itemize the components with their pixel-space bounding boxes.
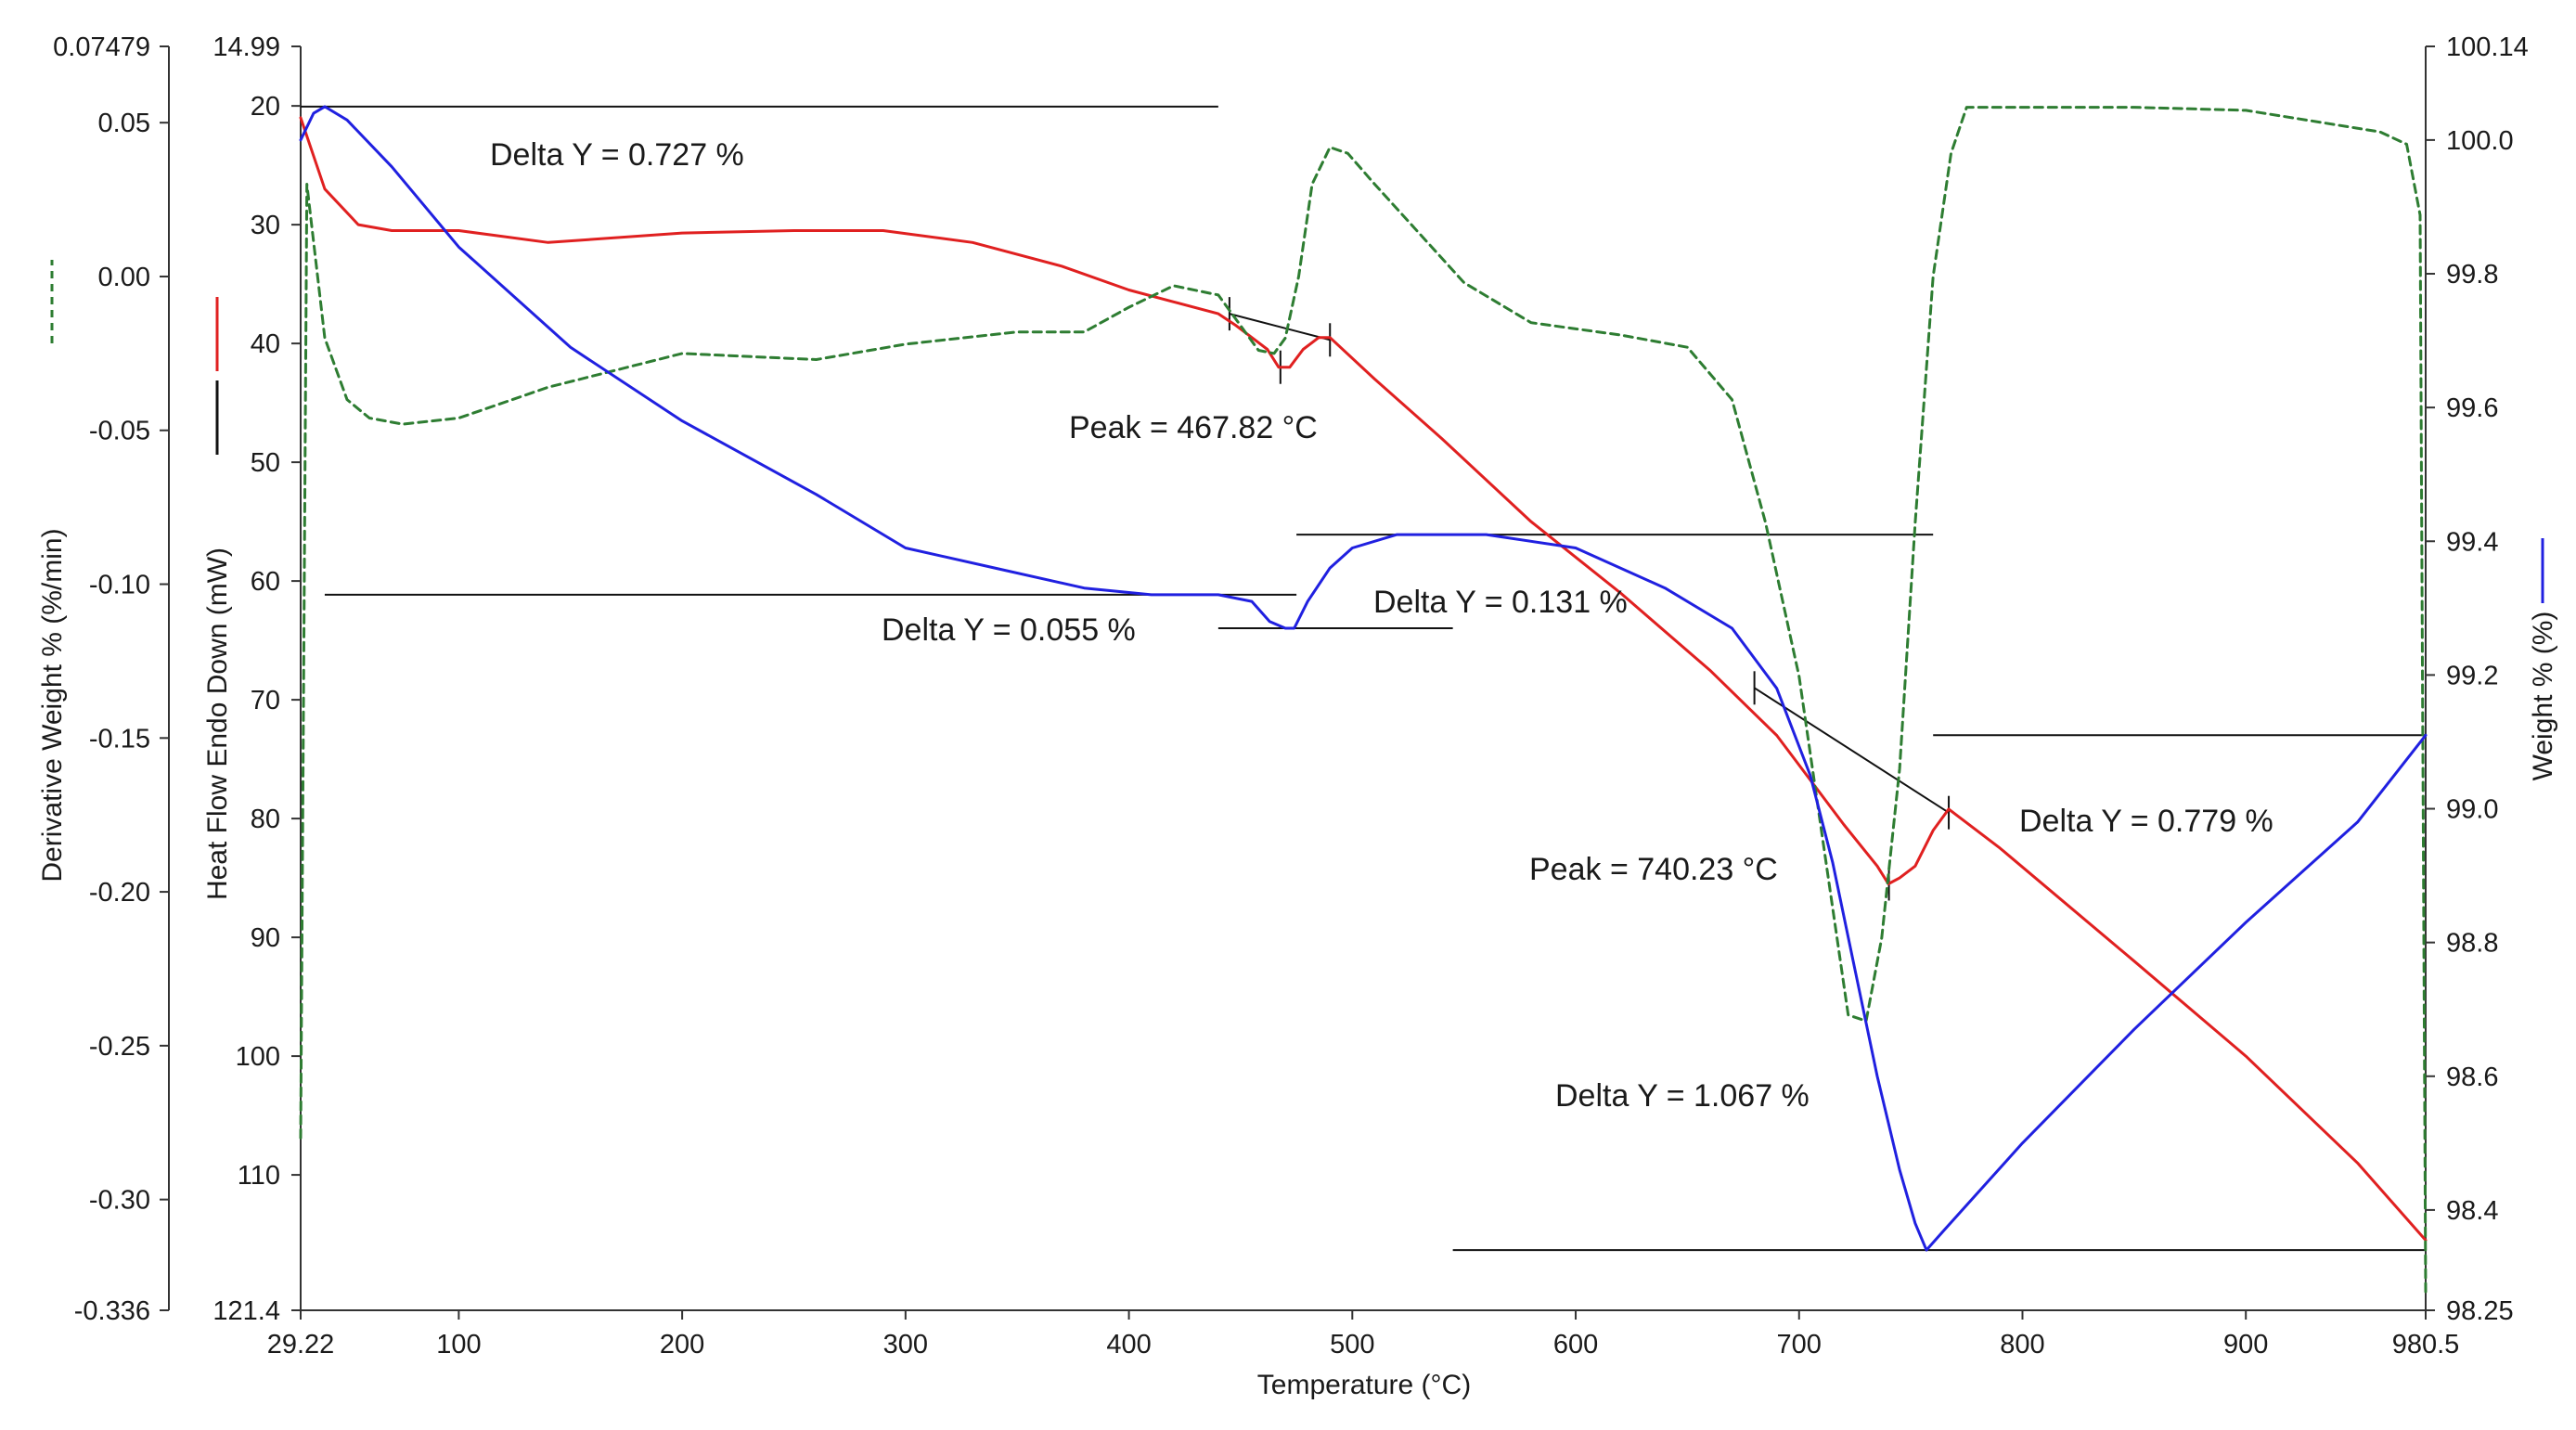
derivative-tick-label: -0.25: [89, 1032, 150, 1062]
x-tick-label: 400: [1106, 1330, 1151, 1359]
heat-flow-tick-label: 110: [238, 1161, 280, 1191]
weight-tick-label: 99.8: [2446, 260, 2498, 290]
annotation-peak-first: Peak = 467.82 °C: [1069, 410, 1318, 445]
heat-flow-tick-label: 40: [251, 329, 280, 359]
derivative-axis-title-group: Derivative Weight % (%/min): [37, 260, 68, 882]
annotation-delta-y-main-loss: Delta Y = 1.067 %: [1555, 1078, 1810, 1114]
annotation-peak-second: Peak = 740.23 °C: [1529, 852, 1778, 887]
derivative-tick-label: 0.05: [98, 109, 150, 138]
annotation-delta-y-final: Delta Y = 0.779 %: [2019, 804, 2273, 839]
derivative-series-line: [299, 106, 2428, 1294]
x-axis-title: Temperature (°C): [1257, 1370, 1471, 1400]
weight-tick-label: 98.25: [2446, 1296, 2514, 1326]
heat-flow-tick-label: 60: [251, 567, 280, 597]
x-tick-label: 200: [660, 1330, 704, 1359]
heat-flow-tick-label: 121.4: [213, 1296, 280, 1326]
derivative-tick-label: 0.07479: [53, 32, 150, 62]
annotation-delta-y-initial: Delta Y = 0.727 %: [490, 137, 744, 173]
annotation-delta-y-rise: Delta Y = 0.131 %: [1373, 585, 1628, 620]
annotation-delta-y-first-step: Delta Y = 0.055 %: [882, 612, 1136, 648]
reference-lines-layer: [301, 105, 2426, 1252]
weight-tick-label: 99.4: [2446, 527, 2498, 557]
series-layer: [299, 105, 2428, 1294]
heat-flow-tick-label: 80: [251, 805, 280, 834]
weight-tick-label: 100.14: [2446, 32, 2529, 62]
derivative-tick-label: -0.15: [89, 724, 150, 754]
x-tick-label: 500: [1330, 1330, 1374, 1359]
derivative-axis-title: Derivative Weight % (%/min): [37, 528, 68, 882]
x-tick-label: 300: [883, 1330, 928, 1359]
derivative-tick-label: -0.20: [89, 878, 150, 908]
weight-tick-label: 98.8: [2446, 929, 2498, 959]
weight-tick-label: 98.4: [2446, 1196, 2498, 1226]
derivative-tick-label: -0.05: [89, 417, 150, 446]
peak-baseline-line: [1229, 313, 1331, 341]
heat-flow-tick-label: 100: [236, 1042, 280, 1072]
derivative-tick-label: 0.00: [98, 263, 150, 292]
weight-tick-label: 99.0: [2446, 795, 2498, 825]
weight-tick-label: 100.0: [2446, 126, 2514, 156]
derivative-tick-label: -0.30: [89, 1186, 150, 1216]
heat_flow-series-line: [299, 116, 2428, 1242]
x-tick-label: 600: [1553, 1330, 1598, 1359]
heat-flow-tick-label: 90: [251, 923, 280, 953]
ticks-layer: 29.22 100 200 300 400 500 600 700 800 900 980.5 0.0…: [53, 32, 2529, 1359]
x-tick-label: 980.5: [2392, 1330, 2460, 1359]
x-tick-label: 900: [2223, 1330, 2268, 1359]
heat-flow-tick-label: 50: [251, 448, 280, 478]
x-tick-label: 29.22: [267, 1330, 335, 1359]
x-tick-label: 700: [1777, 1330, 1822, 1359]
weight-tick-label: 98.6: [2446, 1063, 2498, 1092]
heat-flow-tick-label: 30: [251, 211, 280, 240]
heat-flow-tick-label: 20: [251, 92, 280, 122]
x-tick-label: 800: [2000, 1330, 2044, 1359]
weight-tick-label: 99.2: [2446, 661, 2498, 690]
weight-tick-label: 99.6: [2446, 393, 2498, 423]
weight-series-line: [299, 105, 2428, 1252]
peak-baseline-line: [1754, 687, 1950, 814]
x-tick-label: 100: [436, 1330, 481, 1359]
axis-titles: Temperature (°C) Derivative Weight % (%/…: [37, 260, 2558, 1400]
heat-flow-tick-label: 70: [251, 686, 280, 715]
heat-flow-axis-title-group: Heat Flow Endo Down (mW): [202, 297, 233, 900]
derivative-tick-label: -0.336: [74, 1296, 150, 1326]
weight-axis-title: Weight % (%): [2528, 612, 2558, 781]
weight-axis-title-group: Weight % (%): [2528, 538, 2558, 780]
annotations-layer: Delta Y = 0.727 % Delta Y = 0.055 % Delt…: [490, 137, 2273, 1114]
heat-flow-axis-title: Heat Flow Endo Down (mW): [202, 548, 233, 900]
heat-flow-tick-label: 14.99: [213, 32, 280, 62]
axes-layer: [168, 46, 2427, 1311]
derivative-tick-label: -0.10: [89, 571, 150, 600]
